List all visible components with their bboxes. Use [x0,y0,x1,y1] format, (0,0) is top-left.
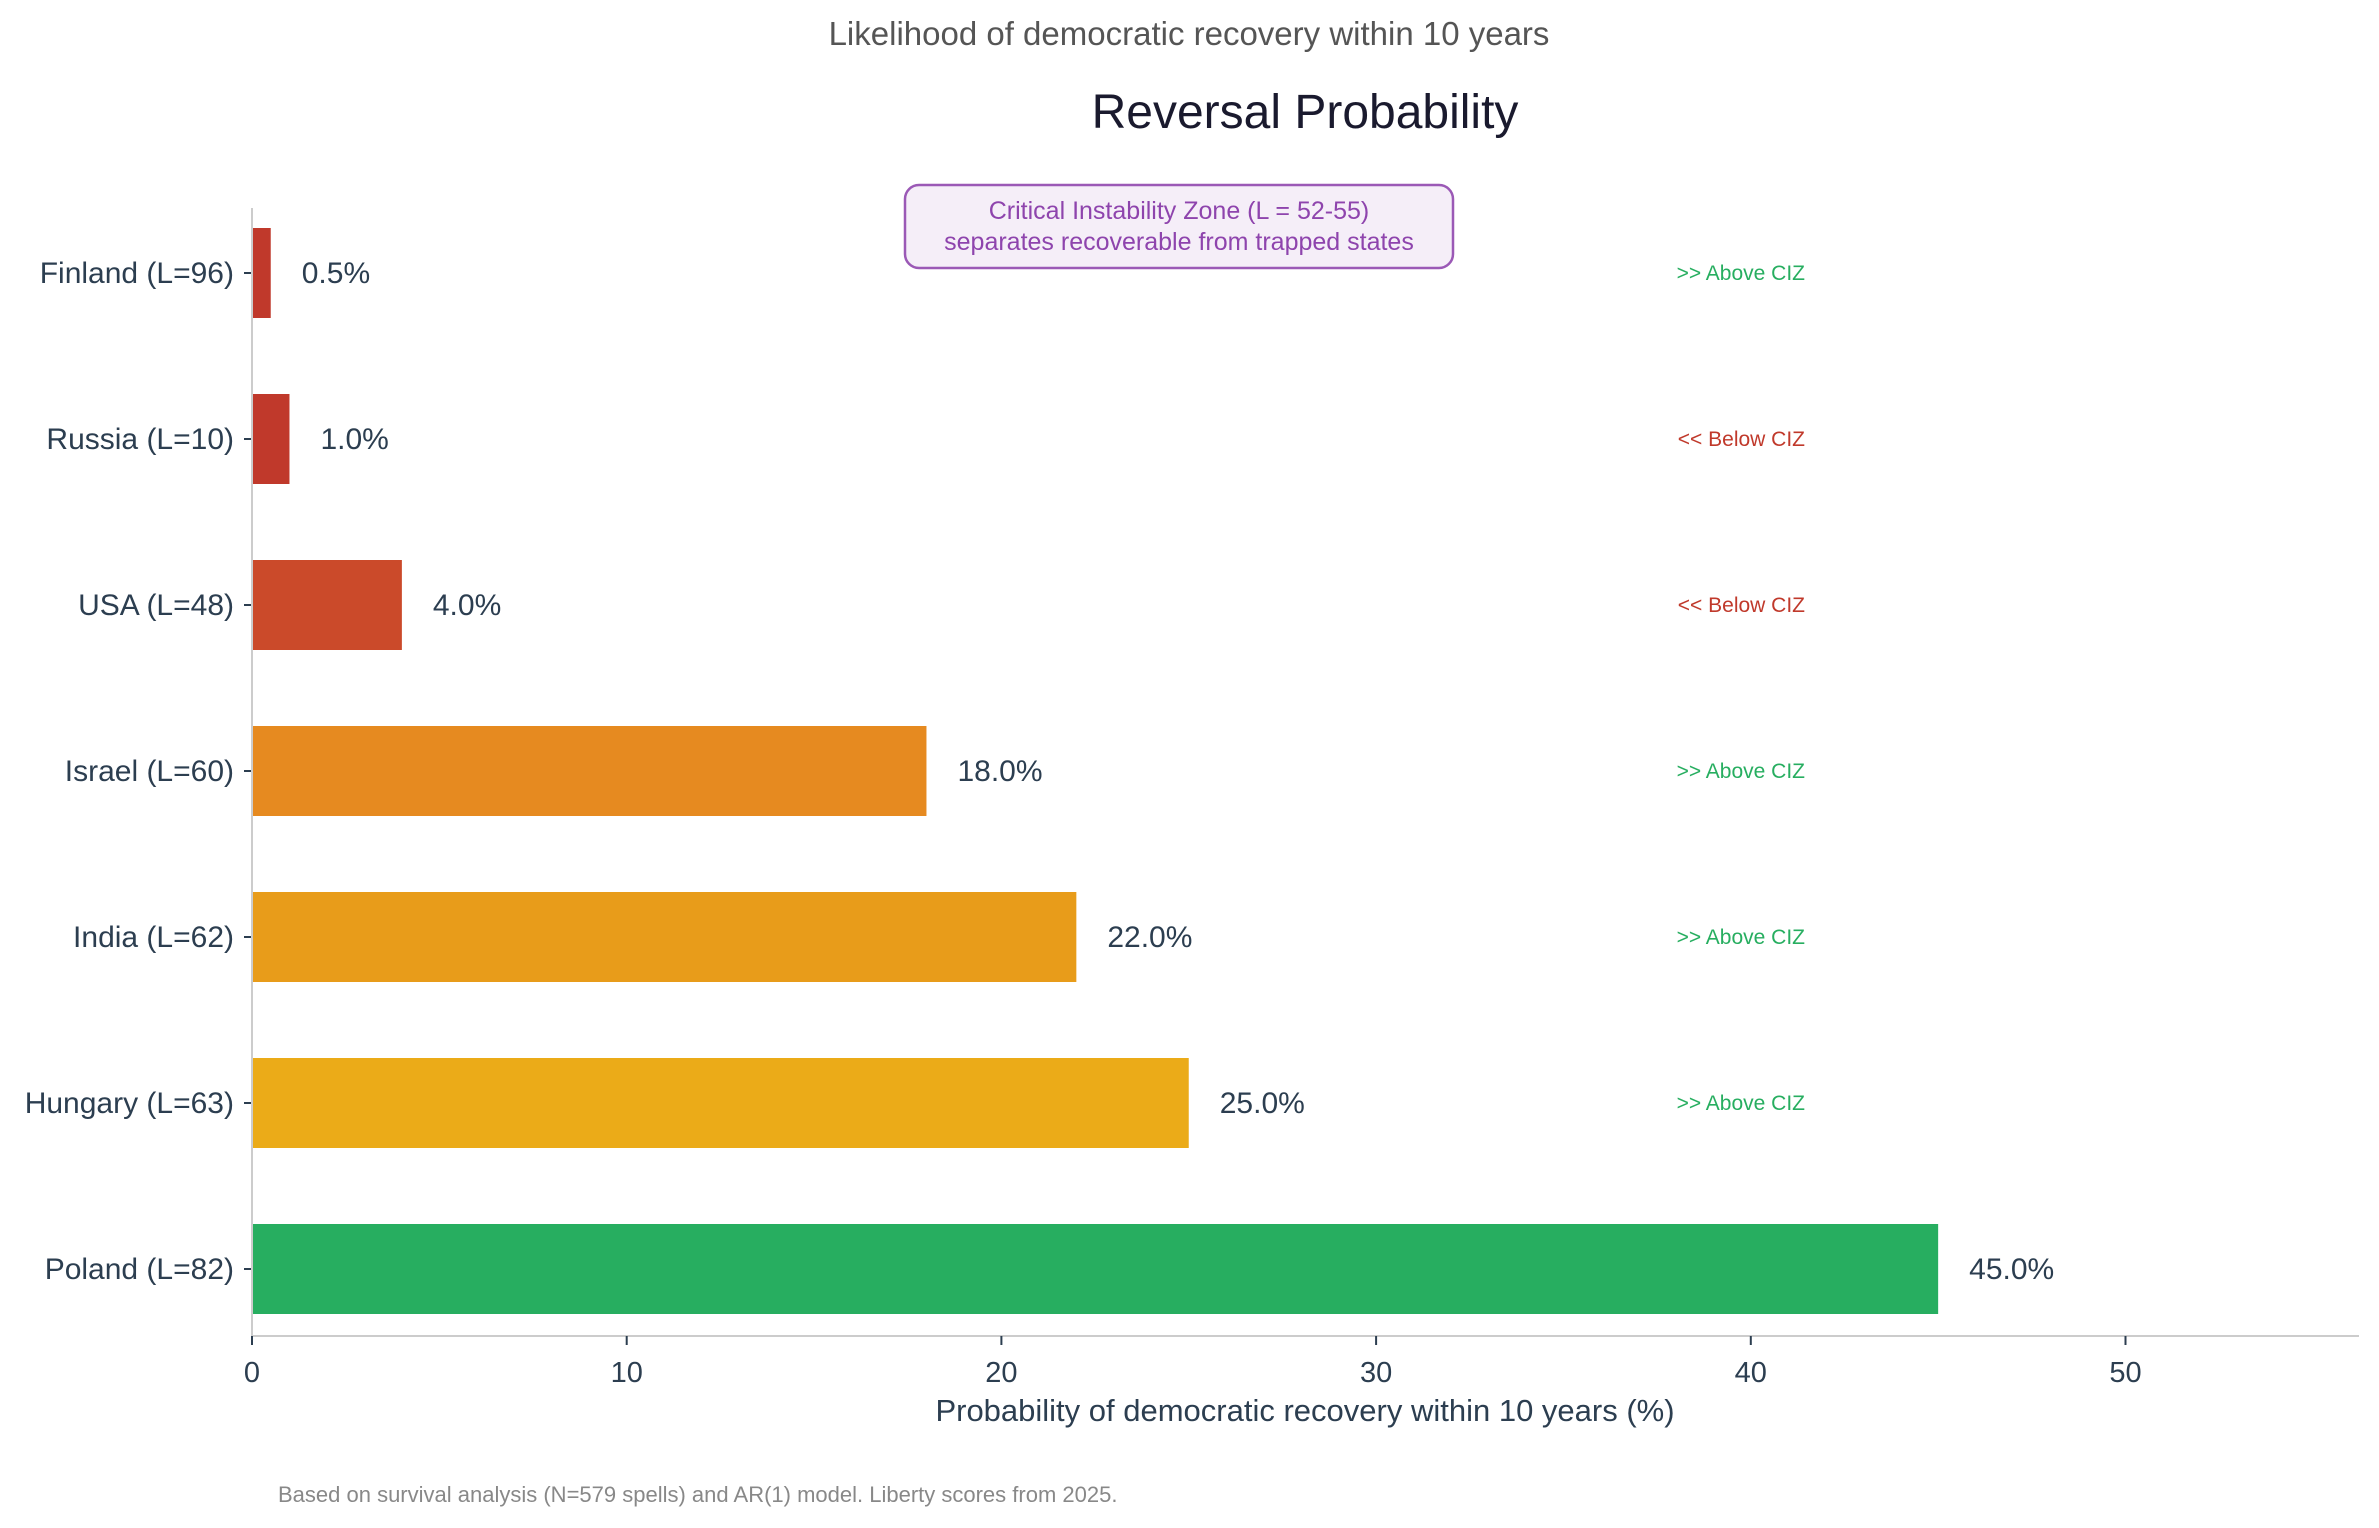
bar [253,394,290,484]
y-tick-label: Russia (L=10) [46,423,234,456]
annotation-frame [903,183,1455,270]
ciz-label: >> Above CIZ [1677,926,1806,949]
value-label: 0.5% [302,257,370,290]
y-tick-label: Israel (L=60) [65,755,234,788]
ciz-labels: >> Above CIZ << Below CIZ << Below CIZ >> A… [1677,262,1806,1115]
bar [253,560,402,650]
x-tick-label: 30 [1360,1357,1392,1389]
value-label: 45.0% [1969,1253,2054,1286]
bar [253,726,927,816]
x-tick-label: 0 [244,1357,260,1389]
ciz-label: >> Above CIZ [1677,760,1806,783]
value-labels: 0.5% 1.0% 4.0% 18.0% 22.0% 25.0% 45.0% [302,257,2054,1286]
value-label: 1.0% [320,423,388,456]
chart-suptitle: Likelihood of democratic recovery within… [829,15,1550,52]
x-tick-label: 20 [985,1357,1017,1389]
x-tick-label: 10 [611,1357,643,1389]
annotation-box: Critical Instability Zone (L = 52-55) se… [903,183,1455,270]
x-ticks: 0 10 20 30 40 50 [244,1336,2142,1389]
value-label: 18.0% [957,755,1042,788]
value-label: 25.0% [1220,1087,1305,1120]
y-tick-label: India (L=62) [73,921,234,954]
bar [253,892,1077,982]
bar [253,228,271,318]
y-tick-labels: Finland (L=96) Russia (L=10) USA (L=48) Isr… [25,257,252,1286]
y-tick-label: Finland (L=96) [40,257,234,290]
bar [253,1224,1939,1314]
chart-title: Reversal Probability [1092,86,1519,139]
value-label: 4.0% [433,589,501,622]
footnote: Based on survival analysis (N=579 spells… [278,1482,1117,1507]
ciz-label: << Below CIZ [1678,594,1805,617]
annotation-line-2: separates recoverable from trapped state… [944,228,1414,256]
x-axis-label: Probability of democratic recovery withi… [935,1393,1674,1428]
ciz-label: << Below CIZ [1678,428,1805,451]
y-tick-label: USA (L=48) [78,589,234,622]
ciz-label: >> Above CIZ [1677,262,1806,285]
x-tick-label: 40 [1735,1357,1767,1389]
value-label: 22.0% [1107,921,1192,954]
ciz-label: >> Above CIZ [1677,1092,1806,1115]
y-tick-label: Hungary (L=63) [25,1087,234,1120]
y-tick-label: Poland (L=82) [45,1253,234,1286]
x-tick-label: 50 [2109,1357,2141,1389]
annotation-line-1: Critical Instability Zone (L = 52-55) [989,197,1369,225]
bar [253,1058,1189,1148]
bars-group [253,228,1939,1314]
